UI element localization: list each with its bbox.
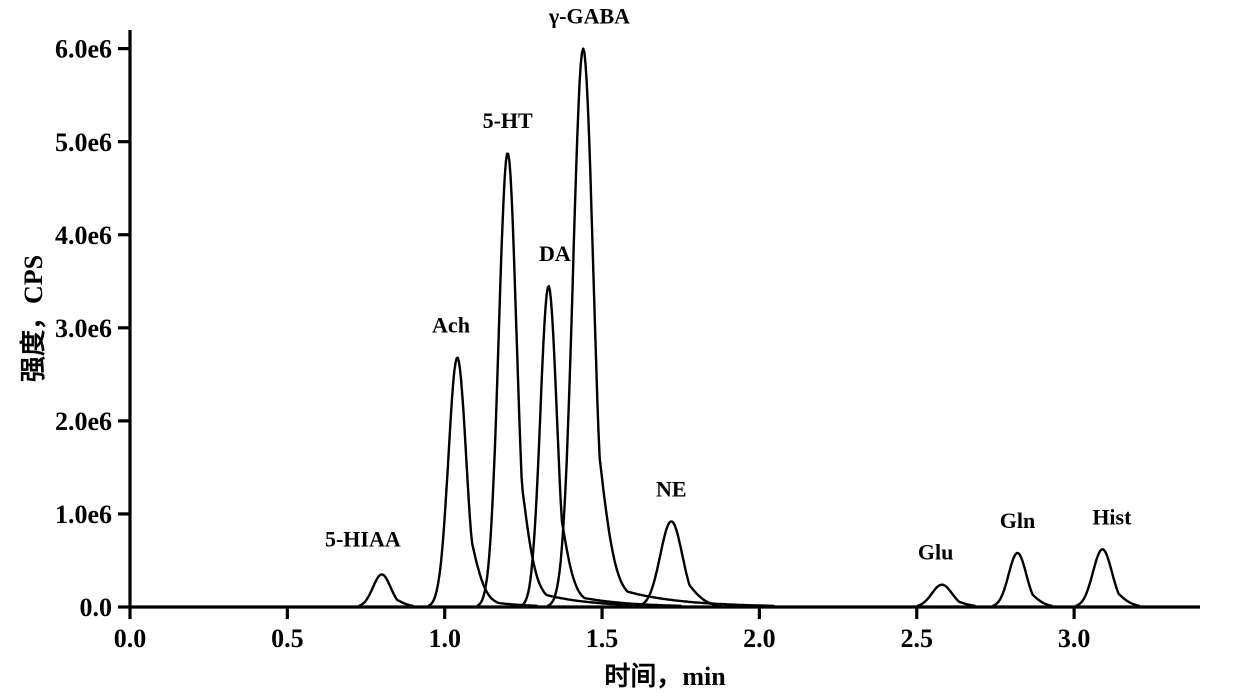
peak-label-Hist: Hist (1092, 504, 1132, 529)
y-tick-label: 4.0e6 (55, 221, 112, 250)
peak-label-5-HT: 5-HT (483, 108, 533, 133)
peak-label-Glu: Glu (918, 540, 953, 565)
chart-svg: 0.0 0.5 1.0 1.5 2.0 2.5 3.0 0.0 1.0e6 2.0e6 3.0e6 4… (0, 0, 1240, 697)
peak-y-GABA (508, 49, 791, 607)
chromatogram-chart: 0.0 0.5 1.0 1.5 2.0 2.5 3.0 0.0 1.0e6 2.0e6 3.0e6 4… (0, 0, 1240, 697)
y-tick-label: 1.0e6 (55, 500, 112, 529)
peak-Gln (964, 553, 1074, 607)
peak-NE (602, 521, 775, 607)
peak-label-5-HIAA: 5-HIAA (325, 526, 401, 551)
y-tick-label: 6.0e6 (55, 35, 112, 64)
x-tick-label: 2.0 (743, 624, 776, 653)
x-tick-label: 1.0 (428, 624, 461, 653)
peak-Glu (870, 585, 1012, 607)
x-tick-label: 3.0 (1058, 624, 1091, 653)
peak-5-HIAA (319, 574, 445, 607)
peak-label-Ach: Ach (432, 313, 470, 338)
y-tick-label: 5.0e6 (55, 128, 112, 157)
x-axis-label: 时间，min (604, 662, 726, 691)
y-axis-label: 强度，CPS (18, 255, 48, 382)
y-tick-label: 2.0e6 (55, 407, 112, 436)
x-tick-label: 0.5 (271, 624, 304, 653)
peak-label-DA: DA (539, 241, 571, 266)
x-tick-label: 0.0 (114, 624, 147, 653)
peak-Hist (1049, 549, 1162, 607)
peak-label-Gln: Gln (1000, 508, 1035, 533)
x-tick-label: 1.5 (586, 624, 619, 653)
x-tick-label: 2.5 (901, 624, 934, 653)
peak-label-y-GABA: γ-GABA (548, 4, 630, 29)
peak-5-HT (445, 154, 713, 607)
peak-label-NE: NE (656, 476, 687, 501)
y-tick-label: 3.0e6 (55, 314, 112, 343)
y-tick-label: 0.0 (80, 593, 113, 622)
